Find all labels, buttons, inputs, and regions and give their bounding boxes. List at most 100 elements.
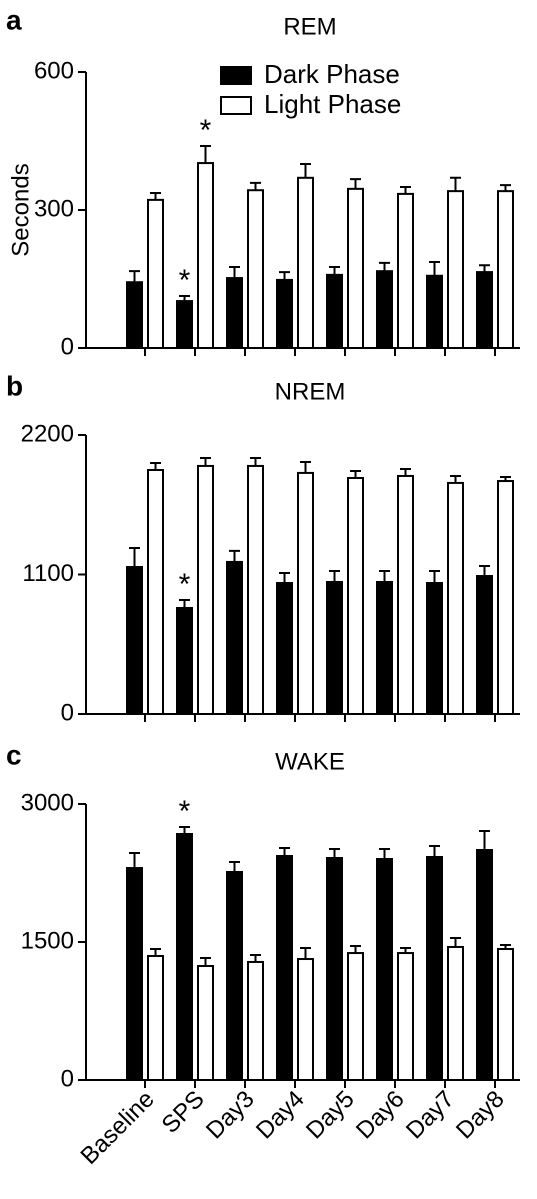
significance-label: * — [179, 264, 191, 297]
error-bar — [229, 266, 240, 279]
y-tick-label: 1100 — [22, 560, 74, 587]
error-bar — [429, 260, 440, 276]
panel-letter: a — [6, 4, 22, 35]
bar — [226, 277, 243, 349]
bar — [447, 945, 464, 1082]
bar — [147, 469, 164, 716]
bar — [376, 858, 393, 1081]
error-bar — [179, 826, 190, 834]
x-tick-label: Baseline — [76, 1086, 160, 1170]
legend-swatch — [220, 66, 252, 85]
bar — [176, 832, 193, 1081]
bar — [497, 190, 514, 349]
error-bar — [250, 953, 261, 962]
x-tick-label: Day3 — [201, 1086, 260, 1145]
error-bar — [479, 264, 490, 273]
bar — [497, 947, 514, 1081]
panel-letter: c — [6, 739, 22, 770]
error-bar — [500, 944, 511, 949]
error-bar — [150, 191, 161, 200]
panel-letter: b — [6, 370, 23, 401]
bar — [276, 854, 293, 1081]
legend-label: Dark Phase — [264, 59, 400, 89]
error-bar — [129, 546, 140, 568]
y-tick-label: 0 — [61, 333, 74, 360]
x-tick-label: Day8 — [451, 1086, 510, 1145]
error-bar — [479, 829, 490, 850]
bar — [397, 952, 414, 1081]
bar — [426, 581, 443, 716]
error-bar — [450, 176, 461, 192]
y-tick-label: 600 — [34, 57, 74, 84]
legend-label: Light Phase — [264, 89, 401, 119]
error-bar — [129, 852, 140, 869]
error-bar — [350, 178, 361, 189]
error-bar — [500, 475, 511, 482]
y-axis-label: Seconds — [7, 163, 34, 256]
error-bar — [500, 184, 511, 192]
bar — [176, 300, 193, 349]
error-bar — [279, 271, 290, 280]
bar — [126, 281, 143, 349]
significance-label: * — [179, 568, 191, 601]
error-bar — [300, 461, 311, 473]
error-bar — [229, 549, 240, 562]
error-bar — [450, 474, 461, 483]
chart-title: NREM — [275, 378, 346, 405]
y-tick-label: 1500 — [21, 927, 74, 954]
bar — [297, 471, 314, 715]
y-tick-label: 0 — [61, 1065, 74, 1092]
bar — [347, 952, 364, 1081]
chart-title: REM — [283, 13, 336, 40]
bar — [447, 190, 464, 349]
bar — [476, 849, 493, 1081]
bar — [197, 162, 214, 349]
error-bar — [329, 847, 340, 859]
bar — [497, 480, 514, 715]
bar — [326, 580, 343, 716]
error-bar — [479, 565, 490, 577]
chart-title: WAKE — [275, 748, 345, 775]
bar — [126, 566, 143, 715]
bar — [347, 476, 364, 715]
error-bar — [129, 270, 140, 283]
error-bar — [150, 462, 161, 471]
bar — [197, 464, 214, 715]
y-tick-label: 3000 — [21, 789, 74, 816]
bar — [297, 958, 314, 1082]
legend-swatch — [220, 96, 252, 115]
bar — [247, 189, 264, 349]
significance-label: * — [179, 795, 191, 828]
significance-label: * — [200, 114, 212, 147]
error-bar — [279, 571, 290, 583]
bar — [447, 481, 464, 716]
bar — [426, 855, 443, 1081]
bar — [197, 965, 214, 1082]
error-bar — [429, 844, 440, 857]
error-bar — [400, 186, 411, 194]
bar — [147, 954, 164, 1082]
bar — [476, 271, 493, 350]
error-bar — [279, 846, 290, 856]
bar — [247, 960, 264, 1081]
error-bar — [329, 569, 340, 582]
bar — [276, 278, 293, 350]
x-tick-label: Day4 — [251, 1086, 310, 1145]
x-tick-label: SPS — [157, 1086, 210, 1139]
error-bar — [379, 261, 390, 272]
error-bar — [150, 947, 161, 956]
error-bar — [429, 569, 440, 583]
bar — [326, 273, 343, 349]
bar — [126, 867, 143, 1081]
y-tick-label: 0 — [61, 699, 74, 726]
error-bar — [400, 946, 411, 954]
x-tick-label: Day7 — [401, 1086, 460, 1145]
bar — [247, 464, 264, 715]
error-bar — [379, 569, 390, 582]
bar — [226, 870, 243, 1081]
y-tick-label: 300 — [34, 195, 74, 222]
bar — [326, 857, 343, 1082]
error-bar — [300, 163, 311, 178]
error-bar — [179, 598, 190, 608]
